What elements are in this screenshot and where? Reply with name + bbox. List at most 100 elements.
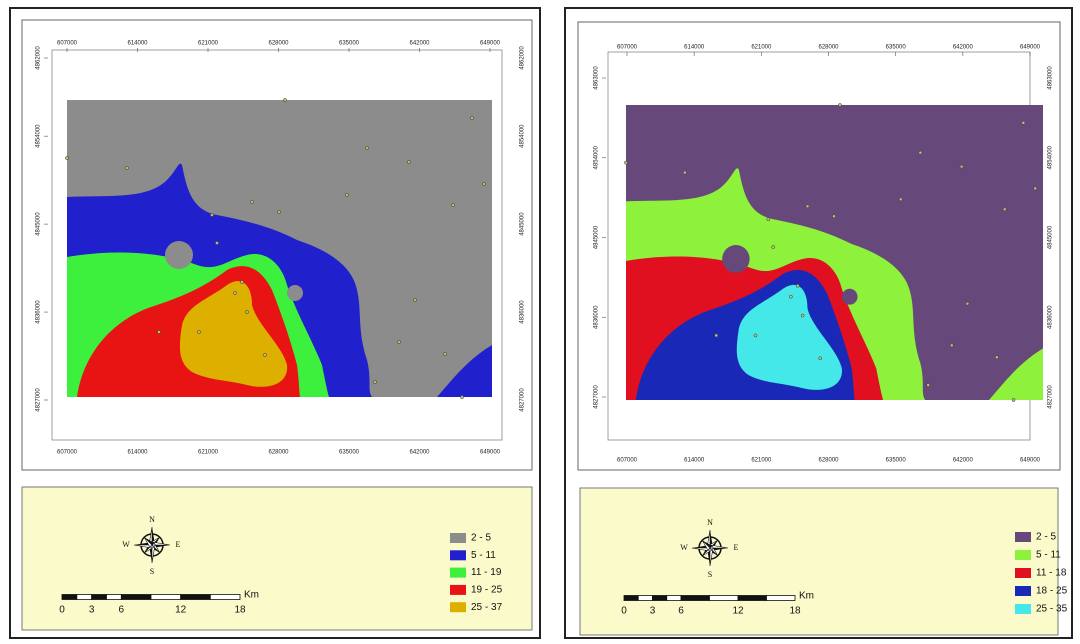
legend-label: 2 - 5 <box>1036 532 1056 543</box>
sample-point <box>240 280 244 284</box>
sample-point <box>1011 398 1016 402</box>
sample-point <box>157 330 161 334</box>
compass-point <box>701 540 711 551</box>
sample-point <box>965 301 970 306</box>
legend-label: 5 - 11 <box>471 550 496 561</box>
x-tick-label: 628000 <box>818 45 839 51</box>
y-tick-label: 4845000 <box>36 212 42 236</box>
sample-point <box>898 197 903 202</box>
sample-point <box>995 355 999 360</box>
map-panel: 607000 607000 614000 614000 621000 621000 6280… <box>9 7 541 639</box>
scale-segment <box>680 595 710 601</box>
sample-point <box>832 214 836 219</box>
scale-label: 3 <box>89 605 95 616</box>
y-tick-label: 4845000 <box>520 212 526 236</box>
x-tick-label: 621000 <box>198 41 219 47</box>
legend-label: 5 - 11 <box>1036 550 1061 561</box>
x-tick-label: 635000 <box>886 458 907 464</box>
x-tick-label: 607000 <box>57 41 78 47</box>
compass-letter: W <box>680 543 688 552</box>
x-tick-label: 621000 <box>198 450 219 456</box>
legend-swatch <box>1015 550 1031 560</box>
zone <box>287 285 303 301</box>
compass-point <box>133 544 153 549</box>
scale-segment <box>61 594 78 600</box>
grid-frame <box>51 49 503 441</box>
sample-point <box>215 241 219 245</box>
compass-letter: N <box>149 515 155 524</box>
y-tick-label: 4845000 <box>1048 225 1054 249</box>
sample-point <box>818 356 823 361</box>
scale-label: 0 <box>59 605 65 616</box>
x-tick-label: 614000 <box>684 45 705 51</box>
legend-swatch <box>450 584 466 595</box>
sample-point <box>959 164 964 169</box>
legend-label: 11 - 18 <box>1036 568 1067 579</box>
zone <box>165 241 193 269</box>
compass-point <box>702 540 713 548</box>
x-tick-label: 635000 <box>339 41 360 47</box>
legend-swatch <box>1015 532 1031 542</box>
legend-swatch <box>1015 586 1031 596</box>
x-tick-label: 628000 <box>268 41 289 47</box>
x-tick-label: 614000 <box>684 458 705 464</box>
sample-point <box>407 160 411 164</box>
sample-point <box>771 245 775 249</box>
compass-letter: S <box>150 567 154 576</box>
y-tick-label: 4836000 <box>1048 305 1054 329</box>
sample-point <box>795 283 800 288</box>
sample-point <box>451 203 455 207</box>
x-tick-label: 607000 <box>617 458 638 464</box>
y-tick-label: 4827000 <box>594 385 600 409</box>
sample-point <box>125 166 129 170</box>
scale-segment <box>709 595 739 601</box>
x-tick-label: 607000 <box>57 450 78 456</box>
legend-box <box>21 486 533 631</box>
sample-point <box>1002 207 1007 212</box>
y-tick-label: 4854000 <box>594 145 600 169</box>
compass-rose <box>691 529 729 567</box>
scale-label: 3 <box>650 606 656 617</box>
sample-point <box>277 210 281 214</box>
x-tick-label: 649000 <box>1020 458 1041 464</box>
scale-segment <box>76 594 93 600</box>
legend-swatch <box>1015 604 1031 614</box>
scale-segment <box>637 595 653 601</box>
sample-point <box>753 333 758 338</box>
scale-label: 6 <box>119 605 125 616</box>
sample-point <box>460 395 464 399</box>
compass-letter: N <box>707 518 713 527</box>
y-tick-label: 4836000 <box>594 305 600 329</box>
compass-rose <box>133 526 171 564</box>
sample-point <box>949 343 954 348</box>
zone <box>722 245 750 273</box>
zone <box>179 281 288 387</box>
sample-point <box>805 204 810 209</box>
sample-point <box>197 330 201 334</box>
scale-label: 12 <box>175 605 187 616</box>
scale-segment <box>91 594 107 600</box>
legend-label: 18 - 25 <box>1036 586 1068 597</box>
scale-segment <box>150 594 182 600</box>
sample-point <box>918 150 923 155</box>
compass-point <box>691 547 711 552</box>
compass-point <box>143 537 153 548</box>
legend-box <box>579 487 1059 636</box>
sample-point <box>263 353 267 357</box>
scale-label: 18 <box>234 605 246 616</box>
y-tick-label: 4836000 <box>36 300 42 324</box>
compass-point <box>144 537 155 545</box>
zone <box>736 284 842 390</box>
x-tick-label: 621000 <box>751 45 772 51</box>
y-tick-label: 4862000 <box>520 46 526 70</box>
x-tick-label: 607000 <box>617 45 638 51</box>
sample-point <box>283 98 287 102</box>
y-tick-label: 4845000 <box>594 225 600 249</box>
scale-unit: Km <box>244 590 259 601</box>
interpolation-map <box>65 98 492 399</box>
scale-unit: Km <box>799 591 814 602</box>
sample-point <box>683 170 687 175</box>
x-tick-label: 635000 <box>886 45 907 51</box>
y-tick-label: 4862000 <box>36 46 42 70</box>
scale-segment <box>666 595 682 601</box>
